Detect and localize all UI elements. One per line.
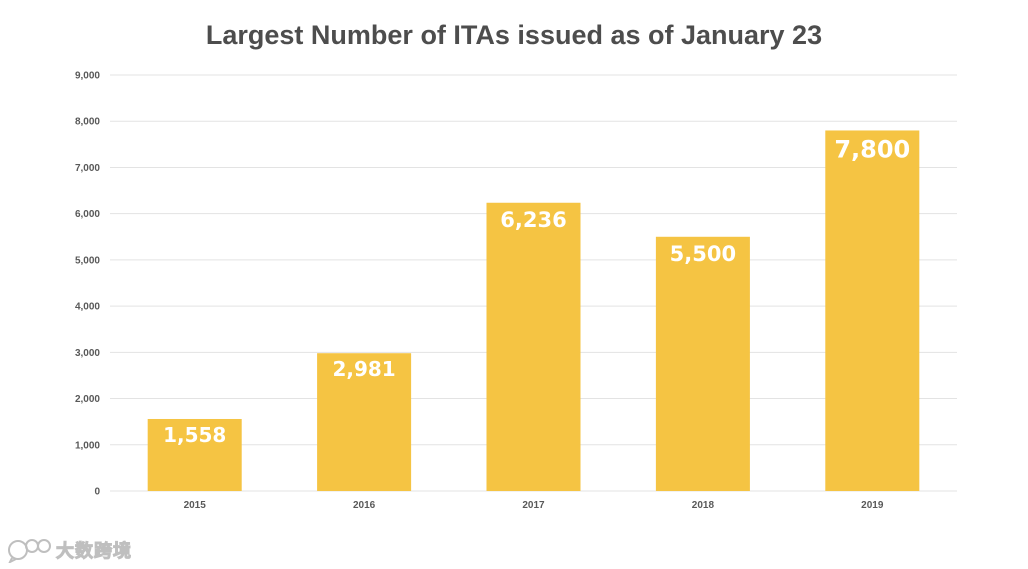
- y-axis-ticks: 0 1,000 2,000 3,000 4,000 5,000 6,000 7,000 8,00…: [75, 71, 100, 498]
- y-tick-label: 4,000: [75, 302, 100, 313]
- y-tick-label: 2,000: [75, 394, 100, 405]
- bar-2017: [486, 202, 581, 491]
- x-tick-label: 2015: [184, 500, 207, 511]
- y-tick-label: 7,000: [75, 163, 100, 174]
- chat-bubbles-logo-icon: [8, 539, 51, 563]
- bars: [147, 130, 920, 491]
- y-tick-label: 5,000: [75, 255, 100, 266]
- y-tick-label: 1,000: [75, 440, 100, 451]
- bar-2019: [825, 130, 920, 491]
- bar-2016: [317, 353, 412, 491]
- data-label-2017: 6,236: [500, 208, 566, 232]
- x-tick-label: 2018: [692, 500, 715, 511]
- x-tick-label: 2016: [353, 500, 376, 511]
- watermark: 大数跨境: [6, 536, 132, 564]
- y-tick-label: 8,000: [75, 117, 100, 128]
- watermark-text: 大数跨境: [56, 541, 132, 563]
- x-axis-ticks: 2015 2016 2017 2018 2019: [184, 500, 884, 511]
- data-labels: 1,558 2,981 6,236 5,500 7,800: [163, 135, 910, 447]
- bar-2018: [655, 236, 750, 491]
- data-label-2015: 1,558: [163, 423, 226, 447]
- data-label-2019: 7,800: [834, 135, 910, 163]
- y-tick-label: 0: [94, 487, 100, 498]
- x-tick-label: 2019: [861, 500, 884, 511]
- data-label-2016: 2,981: [332, 357, 395, 381]
- data-label-2018: 5,500: [670, 242, 736, 266]
- bar-2015: [147, 418, 242, 491]
- y-tick-label: 6,000: [75, 209, 100, 220]
- x-tick-label: 2017: [522, 500, 545, 511]
- y-tick-label: 3,000: [75, 348, 100, 359]
- y-tick-label: 9,000: [75, 71, 100, 82]
- chart-title: Largest Number of ITAs issued as of Janu…: [205, 20, 823, 50]
